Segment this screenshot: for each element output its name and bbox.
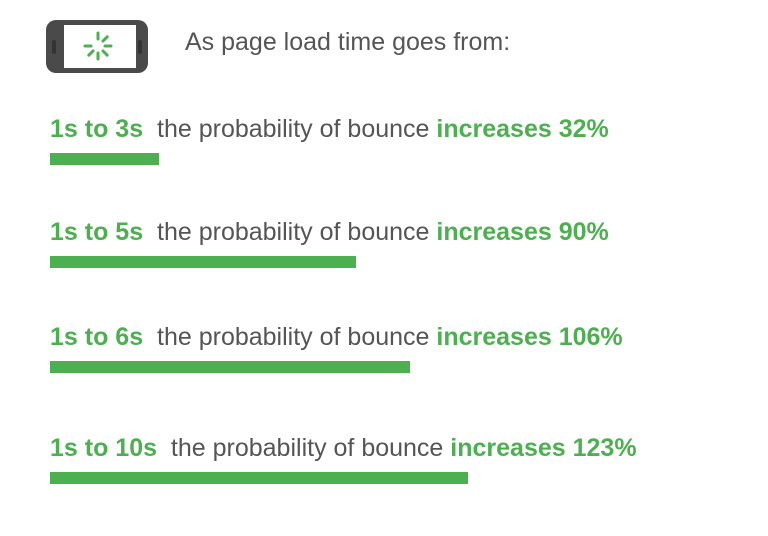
spinner-tick [101, 49, 109, 57]
phone-screen [64, 25, 136, 68]
bar-row: 1s to 6s the probability of bounce incre… [50, 323, 623, 352]
phone-button [138, 40, 142, 54]
middle-text: the probability of bounce [170, 434, 444, 462]
spinner-tick [87, 49, 95, 57]
value-label: increases 106% [436, 323, 623, 351]
middle-text: the probability of bounce [157, 323, 430, 351]
value-label: increases 90% [436, 218, 609, 246]
bar [50, 472, 469, 484]
middle-text: the probability of bounce [157, 115, 430, 143]
bar [50, 153, 159, 165]
category-label: 1s to 3s [50, 115, 144, 143]
phone-icon [46, 20, 148, 73]
middle-text: the probability of bounce [157, 218, 430, 246]
loading-spinner-icon [83, 31, 113, 61]
bar-row: 1s to 3s the probability of bounce incre… [50, 115, 609, 144]
bar-row: 1s to 10s the probability of bounce incr… [50, 434, 637, 463]
intro-text: As page load time goes from: [185, 28, 511, 56]
category-label: 1s to 5s [50, 218, 144, 246]
spinner-tick [101, 35, 109, 43]
bar [50, 256, 356, 268]
bar [50, 361, 411, 373]
bar-row: 1s to 5s the probability of bounce incre… [50, 218, 609, 247]
category-label: 1s to 6s [50, 323, 144, 351]
category-label: 1s to 10s [50, 434, 158, 462]
phone-button [52, 40, 56, 54]
value-label: increases 123% [450, 434, 637, 462]
value-label: increases 32% [436, 115, 609, 143]
